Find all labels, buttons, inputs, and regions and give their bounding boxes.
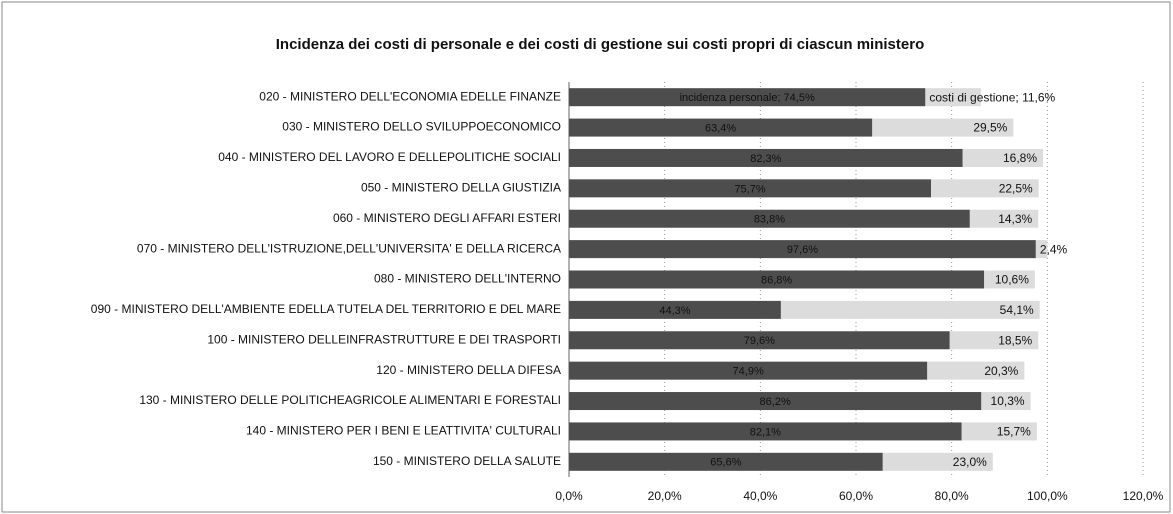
y-tick-label: 080 - MINISTERO DELL'INTERNO [374,272,561,286]
data-label: 10,6% [995,273,1029,287]
y-tick-label: 120 - MINISTERO DELLA DIFESA [376,363,561,377]
bar-segment [569,148,963,167]
bar-segment [927,361,1025,380]
bar-segment [569,361,928,380]
data-label: 63,4% [705,122,736,134]
x-tick-label: 80,0% [935,489,969,503]
data-label: 23,0% [953,455,987,469]
data-label: 86,8% [761,274,792,286]
x-tick-label: 100,0% [1027,489,1068,503]
x-tick-label: 20,0% [648,489,682,503]
data-label: 54,1% [1000,303,1034,317]
bar-segment [882,452,993,471]
bar-segment [961,422,1037,441]
y-tick-label: 090 - MINISTERO DELL'AMBIENTE EDELLA TUT… [91,302,561,316]
bar-segment [949,331,1039,350]
y-tick-label: 070 - MINISTERO DELL'ISTRUZIONE,DELL'UNI… [137,241,561,255]
bar-segment [569,452,883,471]
data-label: 97,6% [787,244,818,256]
bar-segment [969,209,1039,228]
chart-title: Incidenza dei costi di personale e dei c… [276,36,925,53]
bar-segment [962,148,1044,167]
bar-segment [984,270,1035,289]
bar-segment [981,392,1031,411]
y-tick-label: 130 - MINISTERO DELLE POLITICHEAGRICOLE … [139,393,561,407]
x-tick-label: 40,0% [743,489,777,503]
bar-segment [569,331,950,350]
data-label: 65,6% [710,457,741,469]
data-label: 22,5% [999,182,1033,196]
data-label: 20,3% [984,364,1018,378]
data-label: 75,7% [734,183,765,195]
bar-segment [569,300,781,319]
bar-segment [569,392,982,411]
x-tick-label: 120,0% [1123,489,1164,503]
y-tick-label: 050 - MINISTERO DELLA GIUSTIZIA [361,181,561,195]
data-label: 2,4% [1040,242,1068,256]
data-label: 15,7% [997,425,1031,439]
data-label: 82,3% [750,153,781,165]
data-label: incidenza personale; 74,5% [680,92,815,104]
y-tick-label: 140 - MINISTERO PER I BENI E LEATTIVITA'… [246,424,561,438]
bar-segment [1035,240,1048,259]
bar-segment [872,118,1014,137]
data-label: 44,3% [659,305,690,317]
y-tick-label: 020 - MINISTERO DELL'ECONOMIA EDELLE FIN… [259,89,561,103]
bar-segment [569,422,962,441]
bar-segment [780,300,1040,319]
y-tick-label: 150 - MINISTERO DELLA SALUTE [373,454,561,468]
bar-segment [569,179,932,198]
data-label: 18,5% [998,333,1032,347]
y-tick-label: 040 - MINISTERO DEL LAVORO E DELLEPOLITI… [218,150,561,164]
y-tick-label: 030 - MINISTERO DELLO SVILUPPOECONOMICO [282,120,561,134]
y-tick-label: 060 - MINISTERO DEGLI AFFARI ESTERI [333,211,561,225]
bar-segment [569,270,985,289]
data-label: costi di gestione; 11,6% [929,90,1055,104]
bar-segment [569,209,970,228]
data-label: 14,3% [998,212,1032,226]
bar-segment [569,240,1036,259]
data-label: 83,8% [754,214,785,226]
data-label: 79,6% [744,335,775,347]
bar-segment [569,118,873,137]
data-label: 74,9% [733,366,764,378]
data-label: 16,8% [1003,151,1037,165]
data-label: 10,3% [991,394,1025,408]
data-label: 29,5% [973,121,1007,135]
data-label: 82,1% [750,426,781,438]
y-tick-label: 100 - MINISTERO DELLEINFRASTRUTTURE E DE… [207,332,561,346]
x-tick-label: 60,0% [839,489,873,503]
bar-segment [569,88,926,107]
data-label: 86,2% [760,396,791,408]
bar-segment [931,179,1039,198]
bar-segment [925,88,981,107]
x-tick-label: 0,0% [555,489,583,503]
